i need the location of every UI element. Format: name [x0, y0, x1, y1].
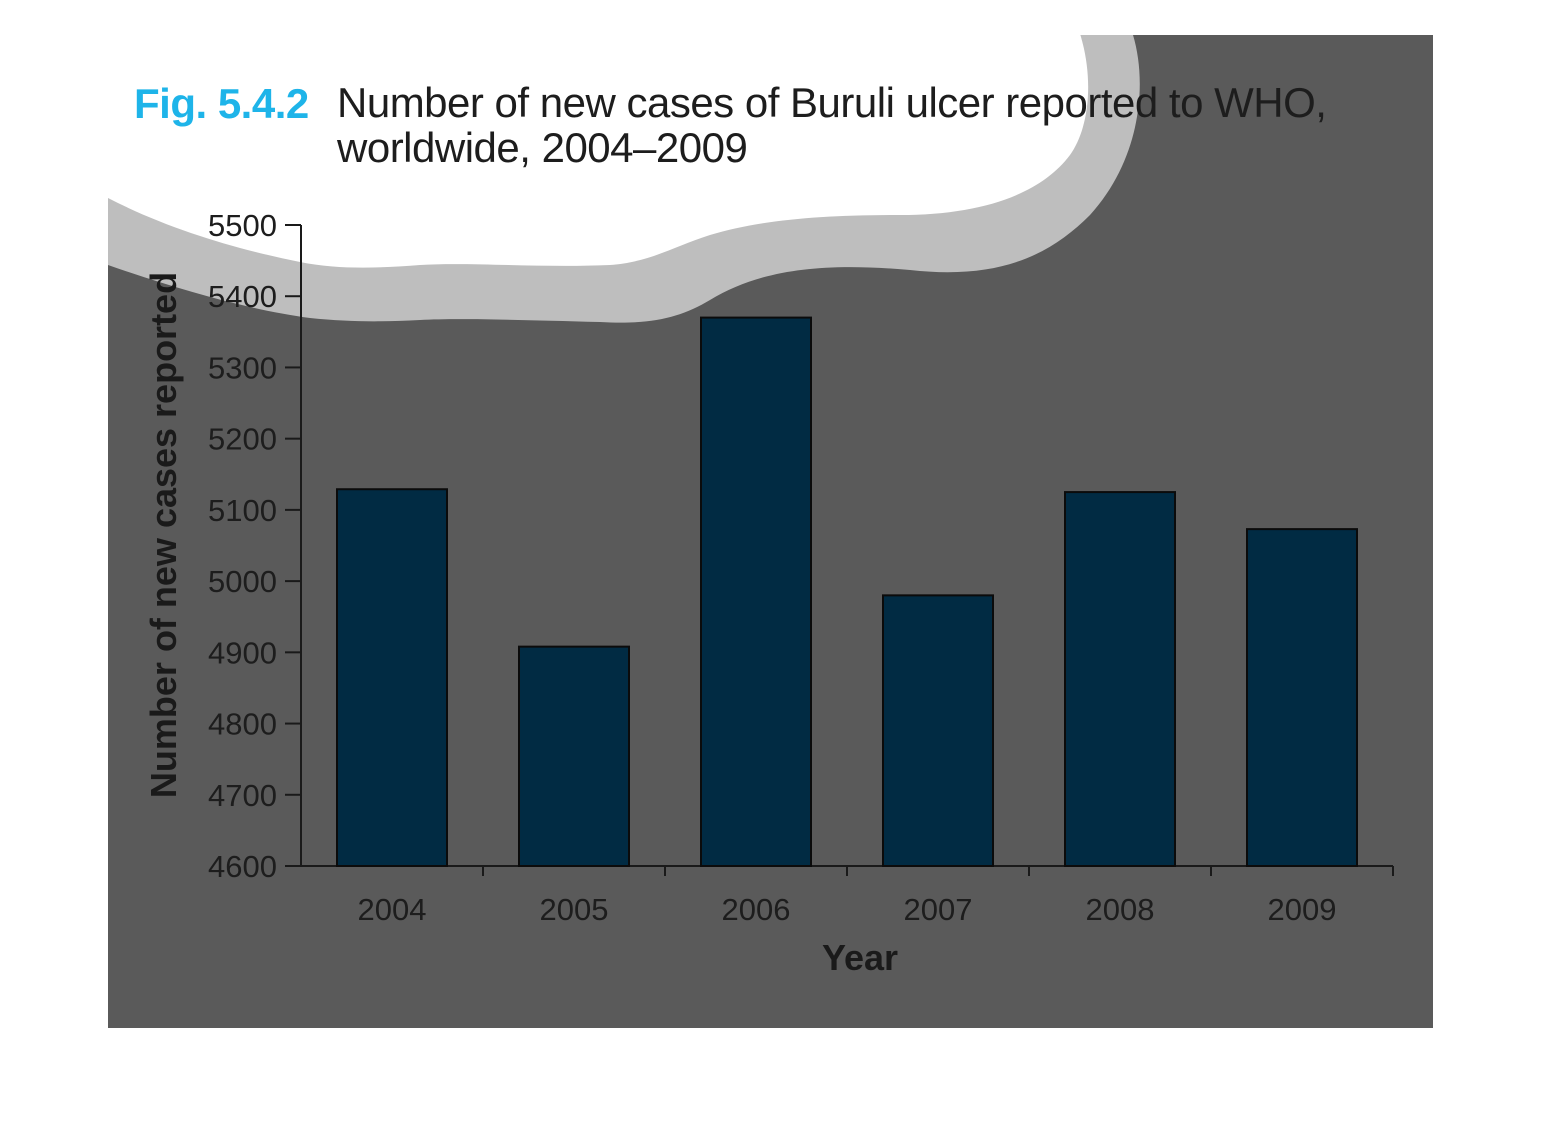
bar-2006: [700, 316, 812, 868]
y-tick-label: 4600: [208, 849, 277, 884]
y-tick-label: 5500: [208, 208, 277, 243]
x-axis-title: Year: [822, 937, 898, 978]
bar-2007: [882, 594, 994, 867]
bars-group: [336, 316, 1358, 868]
y-tick-label: 5100: [208, 493, 277, 528]
x-tick-label: 2008: [1086, 892, 1155, 927]
figure-title: Number of new cases of Buruli ulcer repo…: [337, 79, 1327, 171]
bar-2009: [1246, 528, 1358, 867]
x-tick-labels: 2004 2005 2006 2007 2008 2009: [358, 892, 1337, 927]
top-left-white-margin: [0, 0, 108, 1122]
y-tick-label: 4900: [208, 635, 277, 670]
y-tick-labels: 4600 4700 4800 4900 5000 5100 5200 5300 5400 5500: [208, 208, 277, 884]
x-tick-label: 2005: [540, 892, 609, 927]
y-tick-label: 5400: [208, 279, 277, 314]
y-tick-label: 5000: [208, 564, 277, 599]
axes-group: [285, 224, 1394, 876]
figure-number: Fig. 5.4.2: [134, 80, 309, 127]
x-tick-label: 2009: [1268, 892, 1337, 927]
y-tick-label: 4700: [208, 778, 277, 813]
y-tick-label: 4800: [208, 707, 277, 742]
x-tick-label: 2007: [904, 892, 973, 927]
y-axis-title: Number of new cases reported: [143, 272, 184, 798]
y-tick-label: 5300: [208, 350, 277, 385]
x-tick-label: 2004: [358, 892, 427, 927]
x-tick-label: 2006: [722, 892, 791, 927]
torn-paper-sheet: [0, 0, 1089, 268]
bar-2008: [1064, 491, 1176, 867]
bar-2004: [336, 488, 448, 867]
y-tick-label: 5200: [208, 422, 277, 457]
bar-2005: [518, 645, 630, 867]
